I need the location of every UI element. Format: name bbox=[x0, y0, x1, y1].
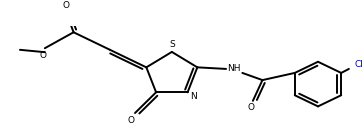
Text: N: N bbox=[190, 92, 197, 101]
Text: NH: NH bbox=[227, 64, 241, 73]
Text: O: O bbox=[62, 1, 70, 10]
Text: O: O bbox=[248, 103, 254, 112]
Text: Cl: Cl bbox=[355, 60, 364, 69]
Text: S: S bbox=[169, 40, 175, 49]
Text: O: O bbox=[39, 51, 47, 60]
Text: O: O bbox=[128, 116, 135, 125]
